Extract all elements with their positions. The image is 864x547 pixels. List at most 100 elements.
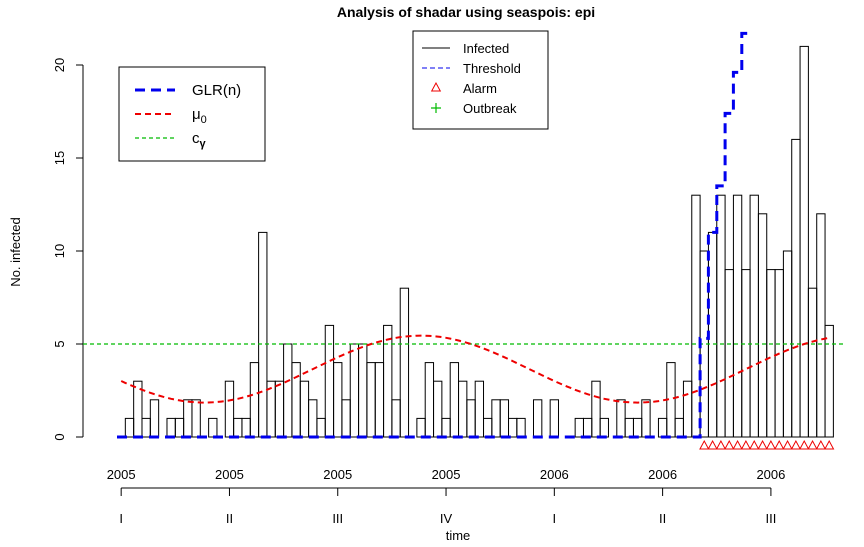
legend-main-label: Infected [463,41,509,56]
bar [499,399,510,438]
x-tick-year-label: 2005 [323,467,352,482]
legend-main-label: Threshold [463,61,521,76]
bar [591,380,601,438]
bar [324,324,335,438]
bar [616,399,626,438]
x-tick-quarter-label: I [119,511,123,526]
bar [341,399,351,438]
bar [682,380,693,438]
bar [208,417,218,438]
bar [807,287,818,438]
x-tick-quarter-label: II [659,511,666,526]
glr-line [117,31,751,439]
bar [349,343,360,438]
bar [241,417,251,438]
bar [766,269,776,438]
x-tick-year-label: 2006 [540,467,569,482]
bar [599,417,609,438]
alarm-marker [707,439,718,450]
bar [657,417,668,438]
bar [549,399,559,438]
bar [299,380,310,438]
bar [399,287,410,438]
bar [491,399,501,438]
x-tick-quarter-label: III [765,511,776,526]
bar [791,138,801,438]
bar [582,417,593,438]
x-tick-year-label: 2005 [107,467,136,482]
bar [258,231,268,438]
bar [749,194,759,438]
alarm-marker [699,439,710,450]
alarm-marker [732,439,743,450]
bar [124,417,135,438]
alarms [699,439,835,450]
bar [283,343,293,438]
bar [441,417,451,438]
alarm-marker [807,439,818,450]
y-tick-label: 20 [52,58,67,72]
legend-main-outbreak-swatch [431,103,441,113]
y-tick-label: 10 [52,244,67,258]
bar [141,417,151,438]
x-axis-label: time [446,528,471,543]
y-tick-label: 5 [52,340,67,347]
alarm-marker [765,439,777,450]
bar [383,324,393,438]
alarm-marker [815,439,827,450]
bar [674,417,684,438]
bar [149,399,160,438]
x-tick-year-label: 2005 [432,467,461,482]
bar [632,417,643,438]
x-tick-quarter-label: III [332,511,343,526]
bar [516,417,526,438]
legend-main-alarm-swatch [430,81,442,92]
bar [824,324,834,438]
bar [424,362,435,438]
bar [374,362,385,438]
legend-side-label-subscript: 0 [201,114,207,126]
alarm-marker [790,439,802,450]
bar [166,417,176,438]
x-tick-year-label: 2006 [756,467,785,482]
y-axis: 0 5 10 15 20 [52,58,84,441]
reference-lines [83,31,845,439]
bar [799,45,809,438]
bar [366,362,376,438]
alarm-marker [749,439,760,450]
alarm-marker [774,439,785,450]
legend-side-box [118,66,266,162]
x-tick-year-label: 2006 [648,467,677,482]
bar [449,362,460,438]
bar [308,399,318,438]
legend-side-label-subscript: γ [200,138,207,150]
alarm-marker [757,439,768,450]
x-tick-year-label: 2005 [215,467,244,482]
alarm-marker [715,439,727,450]
alarm-marker [740,439,752,450]
bar [249,362,260,438]
bar [183,399,193,438]
mu0-line [120,334,830,404]
bar [641,399,651,438]
legend-main-label: Outbreak [463,101,517,116]
bar [358,343,368,438]
alarm-marker [782,439,793,450]
bar [458,380,468,438]
bar [474,380,485,438]
bar [224,380,235,438]
bar [741,269,751,438]
bar [316,417,326,438]
alarm-marker [824,439,835,450]
bar [732,194,743,438]
bar [174,417,185,438]
bar [757,213,768,438]
bar [233,417,243,438]
bar [466,399,476,438]
y-tick-label: 15 [52,151,67,165]
x-axis: 2005 I 2005 II 2005 III 2005 IV 2006 I 2006 II 2006 I… [107,467,786,526]
y-tick-label: 0 [52,433,67,440]
legend-main: Infected Threshold Alarm Outbreak [412,30,549,130]
